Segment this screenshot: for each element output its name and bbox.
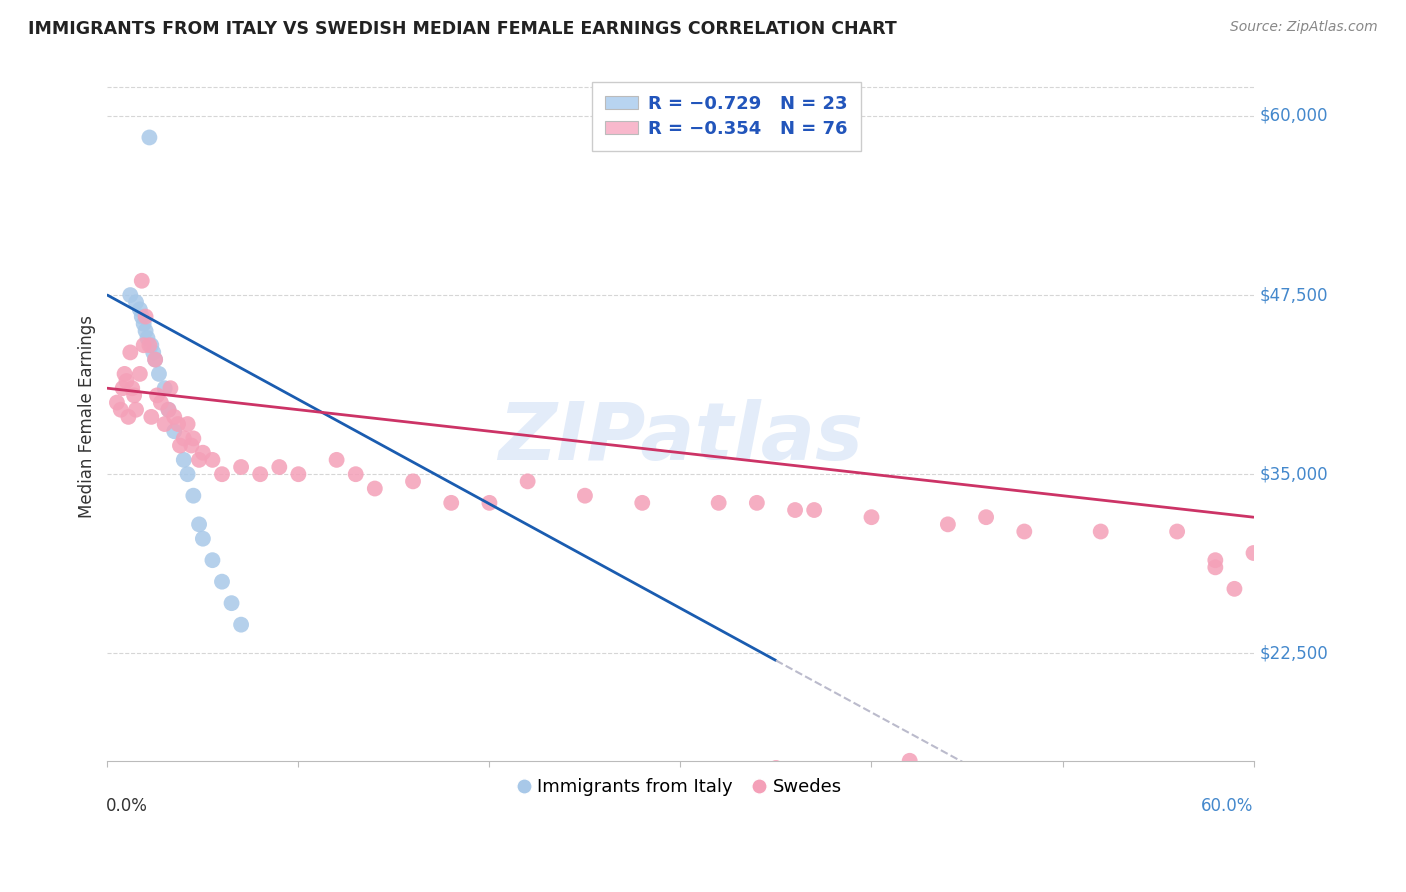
Point [229,460,252,475]
Point [364,482,387,496]
Point [125,295,148,310]
Legend: Immigrants from Italy, Swedes: Immigrants from Italy, Swedes [512,771,849,804]
Point [201,453,224,467]
Text: IMMIGRANTS FROM ITALY VS SWEDISH MEDIAN FEMALE EARNINGS CORRELATION CHART: IMMIGRANTS FROM ITALY VS SWEDISH MEDIAN … [28,20,897,37]
Point [132,317,155,331]
Point [117,409,139,424]
Point [169,438,191,452]
Text: $47,500: $47,500 [1260,286,1327,304]
Point [128,302,150,317]
Point [631,496,654,510]
Point [745,496,768,510]
Point [163,409,186,424]
Point [1204,553,1226,567]
Point [183,489,205,503]
Point [183,431,205,445]
Point [1014,524,1036,539]
Point [287,467,309,482]
Point [122,388,145,402]
Y-axis label: Median Female Earnings: Median Female Earnings [79,316,96,518]
Point [211,467,233,482]
Point [110,402,132,417]
Point [153,381,176,395]
Point [269,460,291,475]
Point [765,761,787,775]
Point [211,574,233,589]
Point [143,352,166,367]
Point [148,367,170,381]
Point [180,438,202,452]
Point [135,310,157,324]
Point [132,338,155,352]
Text: 60.0%: 60.0% [1201,797,1254,814]
Point [249,467,271,482]
Point [157,402,180,417]
Point [131,310,153,324]
Point [188,517,211,532]
Text: $22,500: $22,500 [1260,644,1329,663]
Text: ZIPatlas: ZIPatlas [498,399,863,476]
Point [221,596,243,610]
Point [163,424,186,438]
Point [176,467,198,482]
Point [115,374,138,388]
Point [157,402,180,417]
Point [707,496,730,510]
Point [1090,524,1112,539]
Point [325,453,347,467]
Point [136,331,159,345]
Point [344,467,367,482]
Point [176,417,198,431]
Text: 0.0%: 0.0% [105,797,148,814]
Point [974,510,997,524]
Point [191,532,214,546]
Point [149,395,172,409]
Point [143,352,166,367]
Point [229,617,252,632]
Point [402,475,425,489]
Point [478,496,501,510]
Point [783,503,806,517]
Point [138,338,160,352]
Point [188,453,211,467]
Point [141,338,163,352]
Text: $60,000: $60,000 [1260,107,1327,125]
Point [1243,546,1265,560]
Text: Source: ZipAtlas.com: Source: ZipAtlas.com [1230,20,1378,34]
Point [131,274,153,288]
Text: $35,000: $35,000 [1260,466,1327,483]
Point [120,345,142,359]
Point [111,381,134,395]
Point [1204,560,1226,574]
Point [142,345,165,359]
Point [803,503,825,517]
Point [135,324,157,338]
Point [574,489,596,503]
Point [898,754,921,768]
Point [201,553,224,567]
Point [173,453,195,467]
Point [146,388,169,402]
Point [121,381,143,395]
Point [153,417,176,431]
Point [125,402,148,417]
Point [114,367,136,381]
Point [120,288,142,302]
Point [173,431,195,445]
Point [159,381,181,395]
Point [440,496,463,510]
Point [138,130,160,145]
Point [128,367,150,381]
Point [1166,524,1188,539]
Point [936,517,959,532]
Point [141,409,163,424]
Point [860,510,883,524]
Point [191,446,214,460]
Point [105,395,128,409]
Point [516,475,538,489]
Point [167,417,190,431]
Point [1223,582,1246,596]
